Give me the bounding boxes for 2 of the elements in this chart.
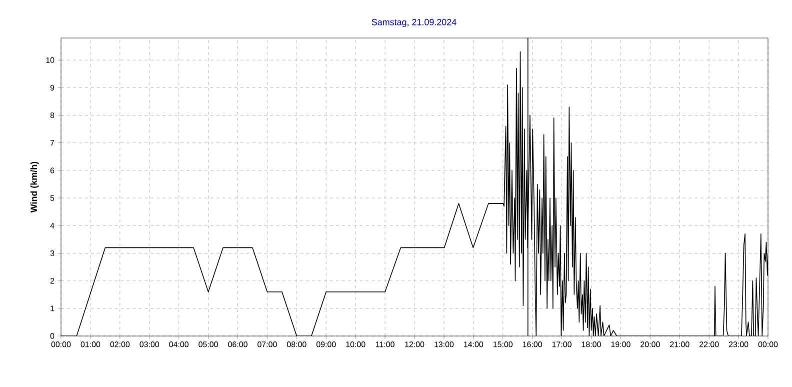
chart-title: Samstag, 21.09.2024 <box>372 18 456 28</box>
y-axis-title: Wind (km/h) <box>30 162 39 213</box>
